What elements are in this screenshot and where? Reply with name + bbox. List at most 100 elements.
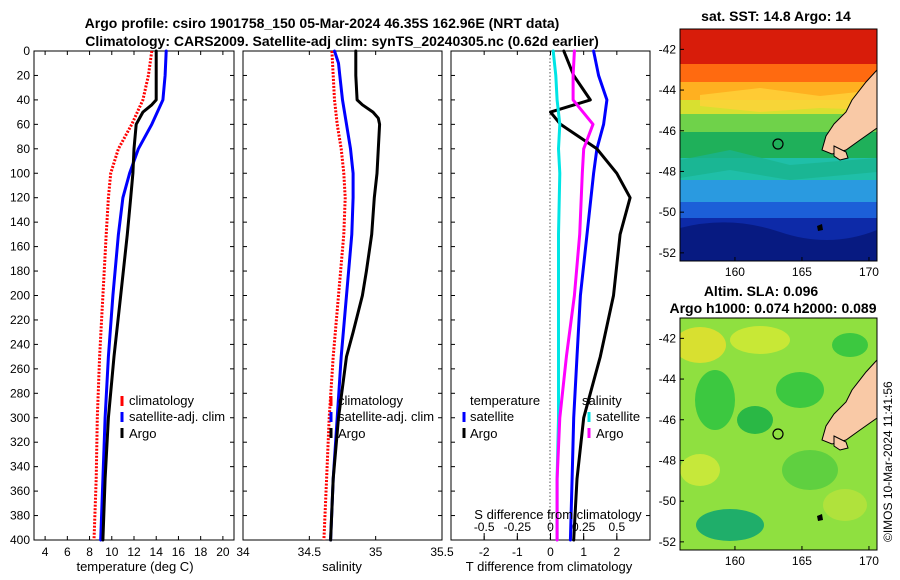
depth-tick-label: 160 [10, 240, 30, 254]
lon-tick-label: 165 [792, 554, 812, 568]
imos-credit: ©IMOS 10-Mar-2024 11:41:56 [881, 381, 895, 542]
series-temperature-satellite [568, 49, 609, 542]
salinity-x-ticks: 34 34.5 35 35.5 [236, 51, 454, 559]
secondary-tick-label: 0.5 [608, 520, 625, 534]
x-tick-label: -1 [512, 545, 523, 559]
x-tick-label: -2 [479, 545, 490, 559]
difference-legend: temperature satellite Argo salinity sate… [462, 393, 640, 441]
lat-tick-label: -44 [659, 372, 677, 386]
depth-tick-label: 20 [17, 68, 31, 82]
difference-series [549, 49, 632, 542]
depth-tick-label: 140 [10, 215, 30, 229]
series-argo [329, 49, 382, 542]
x-tick-label: 0 [547, 545, 554, 559]
x-tick-label: 12 [127, 545, 141, 559]
depth-tick-label: 300 [10, 411, 30, 425]
sla-map-frame [679, 317, 878, 551]
temperature-panel-frame [33, 50, 235, 541]
x-tick-label: 34.5 [298, 545, 322, 559]
lat-tick-label: -50 [659, 494, 677, 508]
sla-map-image [680, 318, 877, 550]
x-tick-label: 20 [216, 545, 230, 559]
x-tick-label: 8 [86, 545, 93, 559]
lon-tick-label: 170 [859, 265, 879, 279]
legend-sal-satellite-label: satellite [596, 409, 640, 424]
depth-tick-label: 260 [10, 362, 30, 376]
salinity-legend: climatology satellite-adj. clim Argo [329, 393, 434, 441]
lon-tick-label: 160 [725, 554, 745, 568]
secondary-tick-label: 0.25 [572, 520, 596, 534]
x-tick-label: 2 [613, 545, 620, 559]
temperature-xlabel: temperature (deg C) [76, 559, 193, 574]
series-salinity-argo [555, 49, 595, 542]
figure-title-line2: Climatology: CARS2009. Satellite-adj cli… [85, 33, 599, 49]
depth-tick-label: 400 [10, 533, 30, 547]
x-tick-label: 6 [64, 545, 71, 559]
sst-map-title: sat. SST: 14.8 Argo: 14 [701, 8, 851, 24]
lat-tick-label: -48 [659, 164, 677, 178]
difference-xlabel: T difference from climatology [466, 559, 633, 574]
x-tick-label: 34 [236, 545, 250, 559]
series-argo [101, 49, 158, 542]
sla-map-ticks: -42 -44 -46 -48 -50 -52 160 165 170 [659, 331, 880, 568]
salinity-series [322, 49, 382, 542]
legend-temp-satellite-label: satellite [470, 409, 514, 424]
sst-map-ticks: -42 -44 -46 -48 -50 -52 160 165 170 [659, 42, 880, 279]
depth-tick-label: 100 [10, 166, 30, 180]
depth-tick-label: 40 [17, 93, 31, 107]
figure-title-line1: Argo profile: csiro 1901758_150 05-Mar-2… [85, 15, 560, 31]
depth-tick-label: 60 [17, 117, 31, 131]
legend-sal-argo-label: Argo [596, 426, 623, 441]
lat-tick-label: -52 [659, 535, 677, 549]
lon-tick-label: 160 [725, 265, 745, 279]
legend-argo-label: Argo [338, 426, 365, 441]
x-tick-label: 35.5 [430, 545, 454, 559]
lon-tick-label: 165 [792, 265, 812, 279]
lon-tick-label: 170 [859, 554, 879, 568]
lat-tick-label: -44 [659, 83, 677, 97]
legend-climatology-label: climatology [129, 393, 195, 408]
secondary-tick-label: -0.5 [474, 520, 495, 534]
series-climatology [92, 50, 154, 541]
land-mass [821, 359, 877, 445]
x-tick-label: 35 [369, 545, 383, 559]
x-tick-label: 10 [105, 545, 119, 559]
salinity-panel-frame [242, 50, 443, 541]
sst-map-image [680, 29, 877, 261]
series-satellite-adj-clim [329, 49, 355, 542]
x-tick-label: 16 [172, 545, 186, 559]
depth-tick-label: 280 [10, 386, 30, 400]
difference-panel-frame [450, 50, 651, 541]
lat-tick-label: -46 [659, 413, 677, 427]
series-temperature-argo [549, 49, 632, 542]
lat-tick-label: -52 [659, 246, 677, 260]
legend-satellite-label: satellite-adj. clim [129, 409, 225, 424]
difference-secondary-x-ticks: -0.5 -0.25 0 0.25 0.5 [474, 520, 625, 540]
legend-temp-argo-label: Argo [470, 426, 497, 441]
lat-tick-label: -42 [659, 331, 677, 345]
lat-tick-label: -50 [659, 205, 677, 219]
secondary-tick-label: -0.25 [504, 520, 532, 534]
depth-tick-label: 320 [10, 435, 30, 449]
argo-float-marker [772, 138, 784, 150]
depth-tick-label: 0 [23, 44, 30, 58]
depth-tick-label: 80 [17, 142, 31, 156]
legend-satellite-label: satellite-adj. clim [338, 409, 434, 424]
legend-temperature-title: temperature [470, 393, 540, 408]
temperature-x-ticks: 4 6 8 10 12 14 16 18 20 [42, 51, 230, 559]
depth-tick-label: 180 [10, 264, 30, 278]
lat-tick-label: -46 [659, 124, 677, 138]
legend-argo-label: Argo [129, 426, 156, 441]
sla-map-title-line2: Argo h1000: 0.074 h2000: 0.089 [669, 300, 876, 316]
secondary-tick-label: 0 [547, 520, 554, 534]
series-climatology [322, 50, 347, 541]
depth-tick-label: 220 [10, 313, 30, 327]
depth-tick-label: 120 [10, 191, 30, 205]
land-mass [821, 69, 877, 155]
series-satellite-adj-clim [99, 49, 168, 542]
legend-climatology-label: climatology [338, 393, 404, 408]
lat-tick-label: -48 [659, 453, 677, 467]
depth-tick-label: 360 [10, 484, 30, 498]
depth-tick-label: 200 [10, 289, 30, 303]
